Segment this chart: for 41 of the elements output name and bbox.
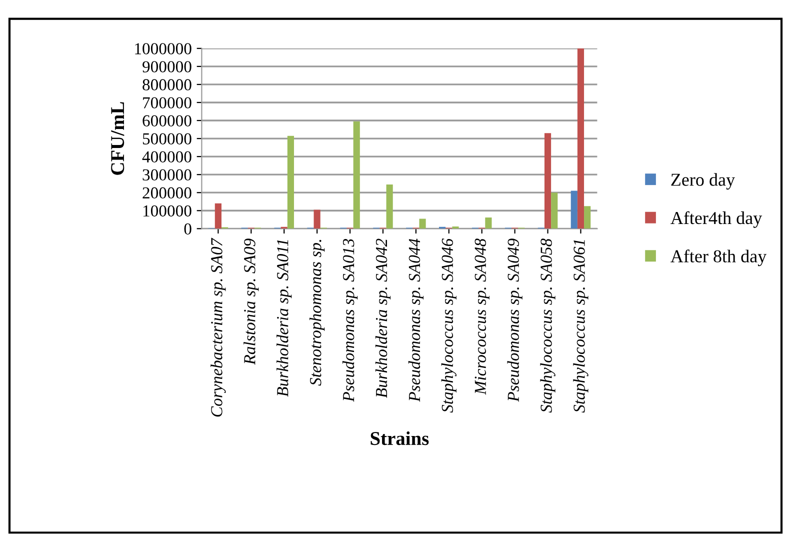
x-tick-label: Pseudomonas sp. SA044 [408,238,424,402]
bar [287,136,294,229]
bar [577,48,584,229]
legend-label: After4th day [670,211,762,228]
x-tick-label: Burkholderia sp. SA011 [276,240,292,397]
bar [544,133,552,229]
bar [551,192,558,229]
y-tick-label: 0 [184,223,192,235]
x-tick-label: Staphylococcus sp. SA058 [540,238,556,413]
bar [214,203,222,229]
legend-label: Zero day [671,173,735,190]
bar [353,121,360,229]
bar [452,226,459,229]
y-tick-label: 300000 [142,169,192,181]
bar [485,217,492,229]
x-tick-label: Pseudomonas sp. SA013 [342,238,358,402]
y-tick-label: 1000000 [135,43,192,54]
y-axis-title: CFU/mL [111,102,124,175]
y-tick-label: 400000 [142,151,192,163]
x-axis-title: Strains [370,431,429,446]
y-tick-label: 900000 [142,61,192,72]
bar [584,206,591,229]
y-tick-label: 500000 [142,133,192,144]
y-tick-label: 200000 [142,187,192,199]
bar [386,184,393,229]
y-tick-label: 800000 [142,79,192,90]
x-tick-label: Corynebacterium sp. SA07 [210,238,226,417]
x-tick-label: Staphylococcus sp. SA061 [573,240,588,413]
legend-label: After 8th day [670,250,767,266]
y-tick-label: 700000 [143,97,192,108]
x-tick-label: Staphylococcus sp. SA046 [441,238,456,413]
bar [570,190,578,229]
bar [419,218,426,229]
x-tick-label: Burkholderia sp. SA042 [375,238,391,398]
y-tick-label: 600000 [142,115,192,126]
x-tick-label: Stenotrophomonas sp. [310,240,325,386]
x-tick-label: Ralstonia sp. SA09 [244,238,259,365]
x-tick-label: Micrococcus sp. SA048 [474,238,490,395]
bar [314,210,320,229]
y-tick-label: 100000 [143,205,192,217]
x-tick-label: Pseudomonas sp. SA049 [507,238,522,402]
